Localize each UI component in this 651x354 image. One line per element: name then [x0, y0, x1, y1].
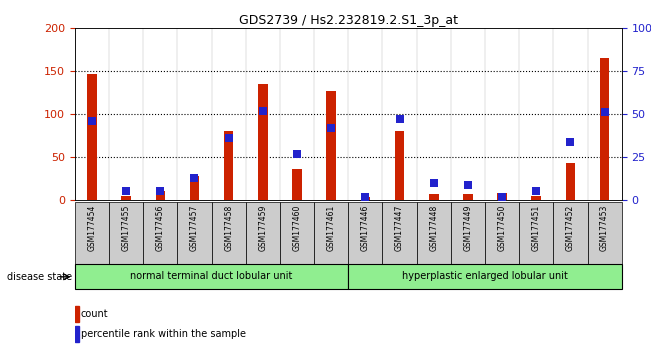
- Bar: [531, 196, 541, 200]
- Bar: [224, 131, 234, 200]
- Bar: [566, 163, 575, 200]
- FancyBboxPatch shape: [280, 202, 314, 264]
- Text: count: count: [81, 309, 108, 319]
- FancyBboxPatch shape: [143, 202, 177, 264]
- Text: GSM177461: GSM177461: [327, 204, 336, 251]
- Text: GSM177455: GSM177455: [122, 204, 131, 251]
- Bar: [121, 196, 131, 200]
- Text: GSM177459: GSM177459: [258, 204, 268, 251]
- Text: normal terminal duct lobular unit: normal terminal duct lobular unit: [130, 272, 293, 281]
- Text: GSM177446: GSM177446: [361, 204, 370, 251]
- FancyBboxPatch shape: [109, 202, 143, 264]
- Text: percentile rank within the sample: percentile rank within the sample: [81, 330, 245, 339]
- Text: GSM177451: GSM177451: [532, 204, 541, 251]
- FancyBboxPatch shape: [519, 202, 553, 264]
- FancyBboxPatch shape: [177, 202, 212, 264]
- Text: GSM177458: GSM177458: [224, 204, 233, 251]
- Bar: [156, 192, 165, 200]
- FancyBboxPatch shape: [75, 264, 348, 289]
- FancyBboxPatch shape: [450, 202, 485, 264]
- Text: GSM177457: GSM177457: [190, 204, 199, 251]
- Bar: [497, 193, 507, 200]
- Text: GSM177456: GSM177456: [156, 204, 165, 251]
- FancyBboxPatch shape: [75, 202, 109, 264]
- Text: GSM177454: GSM177454: [87, 204, 96, 251]
- Text: GSM177452: GSM177452: [566, 204, 575, 251]
- Bar: [189, 176, 199, 200]
- Text: GSM177447: GSM177447: [395, 204, 404, 251]
- Text: hyperplastic enlarged lobular unit: hyperplastic enlarged lobular unit: [402, 272, 568, 281]
- FancyBboxPatch shape: [246, 202, 280, 264]
- FancyBboxPatch shape: [553, 202, 587, 264]
- Title: GDS2739 / Hs2.232819.2.S1_3p_at: GDS2739 / Hs2.232819.2.S1_3p_at: [239, 14, 458, 27]
- FancyBboxPatch shape: [348, 264, 622, 289]
- Bar: [87, 74, 97, 200]
- Text: disease state: disease state: [7, 272, 72, 282]
- FancyBboxPatch shape: [485, 202, 519, 264]
- Bar: [75, 306, 79, 321]
- Bar: [429, 194, 439, 200]
- Bar: [75, 326, 79, 342]
- Bar: [292, 169, 302, 200]
- Bar: [326, 91, 336, 200]
- Bar: [395, 131, 404, 200]
- FancyBboxPatch shape: [348, 202, 382, 264]
- FancyBboxPatch shape: [417, 202, 450, 264]
- Bar: [258, 84, 268, 200]
- Text: GSM177453: GSM177453: [600, 204, 609, 251]
- Bar: [463, 194, 473, 200]
- Text: GSM177449: GSM177449: [464, 204, 473, 251]
- Bar: [600, 58, 609, 200]
- FancyBboxPatch shape: [314, 202, 348, 264]
- Text: GSM177448: GSM177448: [429, 204, 438, 251]
- Bar: [361, 198, 370, 200]
- Text: GSM177450: GSM177450: [497, 204, 506, 251]
- Text: GSM177460: GSM177460: [292, 204, 301, 251]
- FancyBboxPatch shape: [382, 202, 417, 264]
- FancyBboxPatch shape: [212, 202, 246, 264]
- FancyBboxPatch shape: [587, 202, 622, 264]
